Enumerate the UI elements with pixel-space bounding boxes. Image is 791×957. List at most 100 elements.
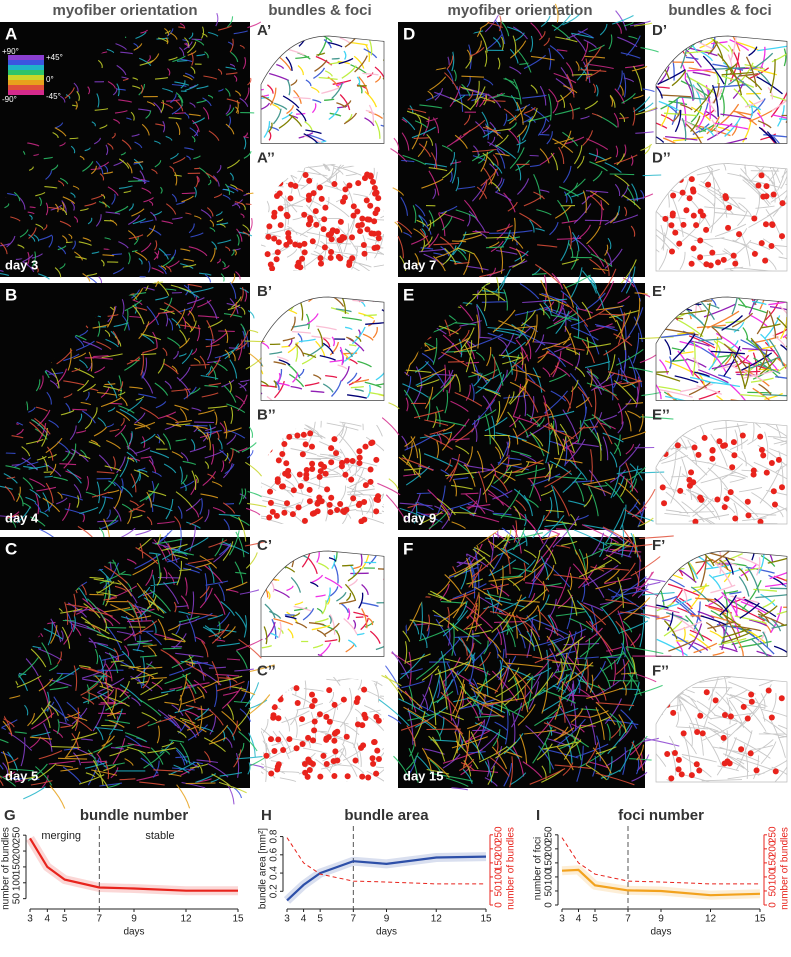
- focus-dot: [310, 737, 317, 744]
- focus-dot: [305, 221, 312, 228]
- focus-dot: [360, 241, 367, 248]
- focus-dot: [323, 735, 330, 742]
- focus-dot: [280, 483, 287, 490]
- focus-dot: [267, 488, 274, 495]
- column-header: myofiber orientation: [52, 2, 197, 19]
- x-tick-label: 5: [62, 914, 68, 925]
- panel-label: F: [403, 539, 413, 558]
- focus-dot: [331, 737, 338, 744]
- foci-panel: [656, 163, 787, 271]
- focus-dot: [360, 742, 367, 749]
- focus-dot: [354, 208, 361, 215]
- focus-dot: [271, 704, 278, 711]
- focus-dot: [693, 222, 700, 229]
- focus-dot: [357, 228, 364, 235]
- focus-dot: [300, 431, 307, 438]
- y2-tick-label: 150: [494, 854, 505, 871]
- subpanel-label: F’: [652, 537, 665, 554]
- focus-dot: [346, 259, 353, 266]
- focus-dot: [659, 484, 666, 491]
- focus-dot: [335, 253, 342, 260]
- x-tick-label: 12: [705, 914, 717, 925]
- key-label: +90°: [2, 47, 19, 56]
- focus-dot: [356, 460, 363, 467]
- focus-dot: [779, 200, 786, 207]
- x-tick-label: 7: [351, 914, 357, 925]
- x-tick-label: 15: [480, 914, 492, 925]
- y-tick-label: 150: [544, 854, 555, 871]
- focus-dot: [668, 222, 675, 229]
- focus-dot: [331, 701, 338, 708]
- focus-dot: [373, 770, 380, 777]
- focus-dot: [723, 495, 730, 502]
- foci-panel: [261, 420, 384, 524]
- focus-dot: [321, 216, 328, 223]
- focus-dot: [664, 751, 671, 758]
- bundle-group: [261, 313, 345, 387]
- x-tick-label: 7: [625, 914, 631, 925]
- key-stripe: [8, 85, 44, 90]
- subpanel-label: A’: [257, 22, 271, 39]
- myofibers: [0, 13, 262, 286]
- bundle-group: [656, 555, 776, 648]
- focus-dot: [309, 691, 316, 698]
- focus-dot: [290, 487, 297, 494]
- focus-dot: [303, 475, 310, 482]
- focus-dot: [265, 233, 272, 240]
- focus-dot: [769, 222, 776, 229]
- focus-dot: [758, 172, 765, 179]
- foci-panel: [656, 420, 787, 524]
- focus-dot: [338, 237, 345, 244]
- fiber-group: [399, 265, 665, 532]
- bundle-group: [286, 37, 379, 144]
- focus-dot: [695, 451, 702, 458]
- focus-dot: [328, 236, 335, 243]
- subpanel-label: D’: [652, 22, 667, 39]
- focus-dot: [763, 193, 770, 200]
- focus-dot: [301, 249, 308, 256]
- focus-dot: [355, 180, 362, 187]
- focus-dot: [285, 467, 292, 474]
- x-tick-label: 9: [131, 914, 137, 925]
- y-tick-label: 250: [544, 826, 555, 843]
- focus-dot: [674, 442, 681, 449]
- y-tick-label: 100: [12, 874, 23, 891]
- focus-dot: [729, 464, 736, 471]
- focus-dot: [747, 750, 754, 757]
- x-tick-label: 12: [431, 914, 443, 925]
- focus-dot: [364, 216, 371, 223]
- fiber-outline: [656, 676, 787, 782]
- focus-dot: [340, 696, 347, 703]
- focus-dot: [701, 434, 708, 441]
- annotation: merging: [41, 830, 81, 842]
- bundles-panel: [261, 551, 384, 657]
- key-label: -90°: [2, 95, 17, 104]
- y-tick-label: 50: [12, 893, 23, 905]
- y-tick-label: 200: [544, 840, 555, 857]
- focus-dot: [757, 518, 764, 524]
- bundle-group: [295, 36, 368, 117]
- key-stripe: [8, 80, 44, 85]
- focus-dot: [359, 215, 366, 222]
- focus-dot: [778, 695, 785, 702]
- focus-dot: [273, 256, 280, 263]
- focus-dot: [372, 190, 379, 197]
- focus-dot: [763, 469, 770, 476]
- bundle-group: [668, 551, 786, 652]
- x-tick-label: 15: [754, 914, 766, 925]
- focus-dot: [311, 718, 318, 725]
- data-line: [29, 837, 238, 892]
- focus-dot: [760, 452, 767, 459]
- focus-dot: [281, 441, 288, 448]
- subpanel-label: C’’: [257, 662, 276, 679]
- focus-dot: [732, 260, 739, 267]
- y2-tick-label: 0: [768, 902, 779, 908]
- day-label: day 9: [403, 510, 436, 525]
- focus-dot: [299, 716, 306, 723]
- focus-dot: [306, 767, 313, 774]
- focus-dot: [301, 211, 308, 218]
- focus-dot: [762, 221, 769, 228]
- focus-dot: [373, 713, 380, 720]
